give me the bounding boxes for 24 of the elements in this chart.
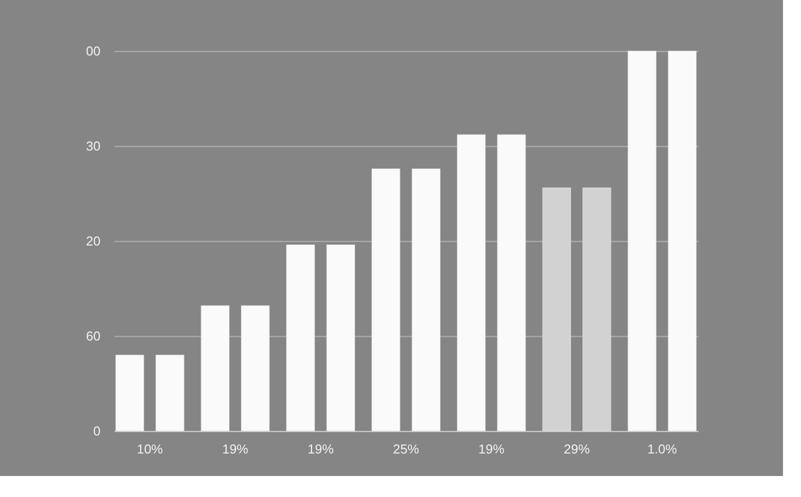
- x-tick-label: 19%: [308, 442, 334, 456]
- text: 00: [86, 44, 100, 58]
- text: 30: [86, 138, 100, 154]
- x-tick-label: 1.0%: [647, 442, 678, 456]
- x-tick-label: 25%: [392, 442, 420, 456]
- bar: [326, 244, 356, 432]
- x-tick-label: 10%: [136, 442, 164, 456]
- x-tick-label: 29%: [564, 442, 590, 456]
- bar: [412, 168, 440, 432]
- bar: [241, 305, 270, 432]
- bar: [115, 354, 144, 432]
- bar: [497, 134, 526, 432]
- x-tick-label: 19%: [222, 442, 249, 456]
- text: 60: [86, 328, 100, 344]
- bar: [668, 50, 697, 432]
- bar: [456, 134, 486, 432]
- bar: [628, 50, 656, 432]
- text: 20: [86, 234, 100, 248]
- bar: [156, 354, 184, 432]
- bar: [286, 244, 315, 432]
- x-tick-label: 19%: [478, 442, 505, 456]
- bar: [200, 305, 230, 432]
- text: 0: [93, 424, 100, 438]
- bar: [372, 168, 400, 432]
